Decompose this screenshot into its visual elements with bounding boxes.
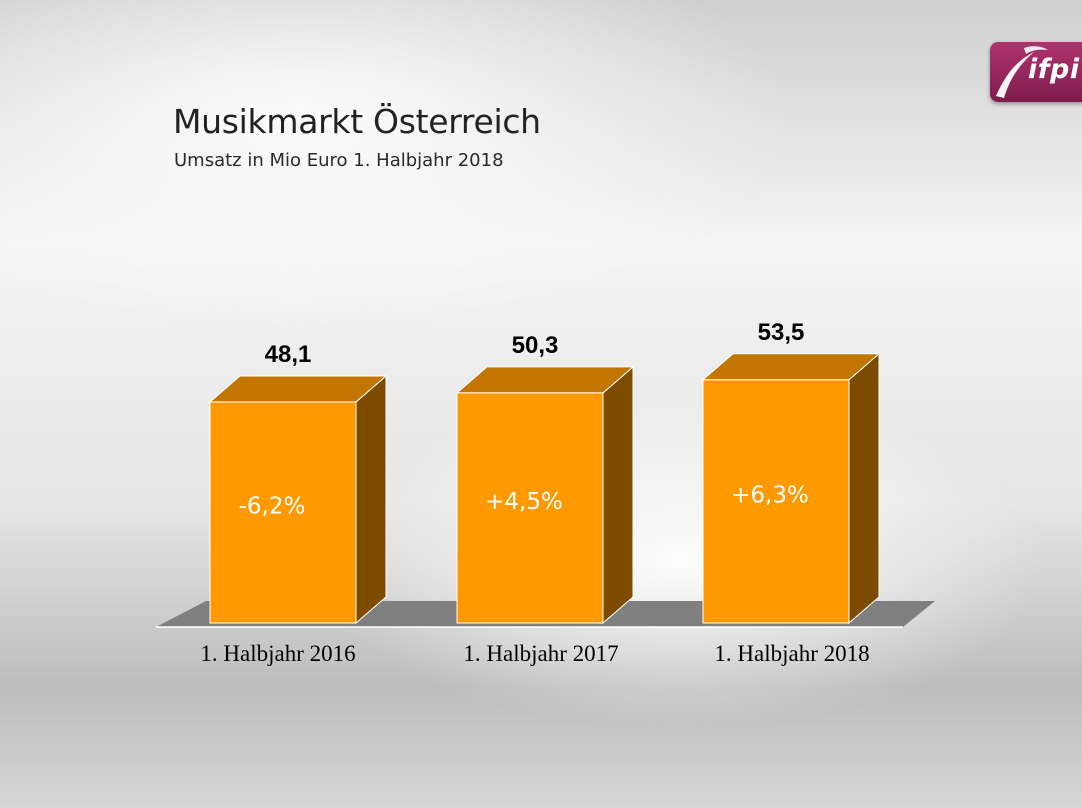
bar-side — [848, 352, 880, 625]
change-label: +4,5% — [485, 489, 563, 515]
chart-subtitle: Umsatz in Mio Euro 1. Halbjahr 2018 — [174, 150, 504, 171]
bar — [456, 392, 604, 624]
data-label: 53,5 — [758, 319, 805, 346]
change-label: +6,3% — [731, 482, 809, 508]
bar-top — [208, 375, 388, 403]
x-tick-label: 1. Halbjahr 2017 — [463, 641, 618, 666]
change-label: -6,2% — [239, 493, 306, 519]
bar-top — [455, 366, 635, 394]
swoosh-icon — [996, 46, 1048, 98]
logo-text: ifpi — [1028, 54, 1080, 85]
bar-side — [355, 374, 387, 625]
chart-title: Musikmarkt Österreich — [173, 102, 541, 141]
x-tick-label: 1. Halbjahr 2016 — [200, 641, 355, 666]
bar — [702, 379, 850, 624]
bar-top — [701, 353, 881, 381]
data-label: 48,1 — [265, 341, 312, 368]
x-tick-label: 1. Halbjahr 2018 — [714, 641, 869, 666]
bar-side — [602, 365, 634, 625]
bar — [209, 401, 357, 624]
ifpi-logo: ifpi — [990, 42, 1082, 102]
data-label: 50,3 — [512, 332, 559, 359]
